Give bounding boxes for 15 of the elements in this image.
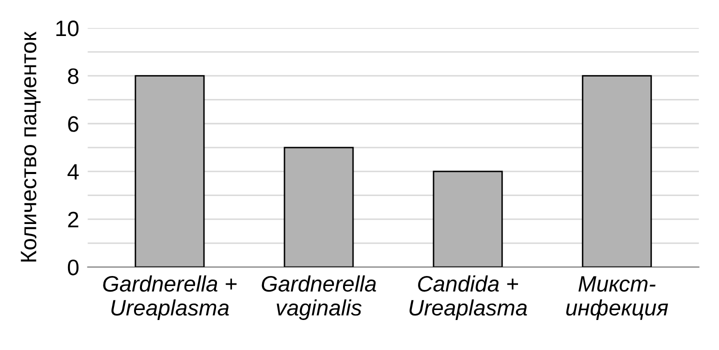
y-tick-label: 10 — [56, 20, 79, 36]
y-tick-label: 2 — [68, 212, 78, 228]
y-tick-label: 8 — [68, 68, 78, 84]
y-tick-label: 6 — [68, 116, 78, 132]
y-axis-title: Количество пациенток — [20, 32, 41, 262]
x-tick-label: Candida + Ureaplasma — [410, 275, 527, 320]
y-tick-label: 4 — [68, 164, 79, 180]
bar — [432, 170, 503, 268]
x-tick-label: Gardnerella + Ureaplasma — [103, 275, 237, 320]
x-tick-label: Gardnerella vaginalis — [262, 275, 376, 320]
x-tick-label: Микст- инфекция — [566, 276, 668, 320]
bar — [284, 146, 354, 268]
bar — [582, 75, 652, 268]
bar — [134, 75, 205, 268]
y-tick-label: 0 — [68, 260, 79, 276]
